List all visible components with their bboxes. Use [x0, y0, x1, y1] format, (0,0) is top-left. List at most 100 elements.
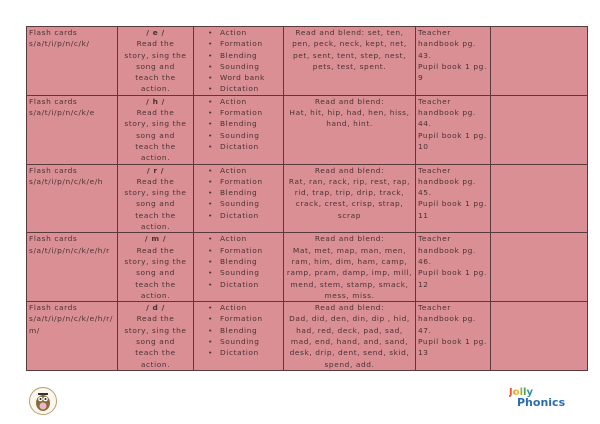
blend-title: Read and blend: [314, 165, 385, 175]
resources-cell: Teacher handbook pg. 46. Pupil book 1 pg.… [415, 232, 491, 303]
blend-words: Hat, hit, hip, had, hen, hiss, hand, hin… [289, 108, 410, 129]
lesson-row: Flash cards s/a/t/i/p/n/c/k/e/h/r / m / Re… [26, 232, 588, 303]
activities-list: ActionFormationBlendingSoundingDictation [196, 303, 281, 359]
jolly-phonics-logo: Jolly Phonics [506, 385, 566, 409]
sound-label: / d / [146, 303, 165, 313]
sound-cell: / h / Read the story, sing the song and t… [117, 94, 194, 165]
sound-cell: / r / Read the story, sing the song and t… [117, 163, 194, 234]
flash-cards-cell: Flash cards s/a/t/i/p/n/c/k/ [26, 26, 118, 96]
activity-item: Dictation [208, 347, 281, 359]
pupil-book-ref: Pupil book 1 pg. 12 [418, 268, 487, 289]
blend-cell: Read and blend: Mat, met, map, man, men, … [283, 232, 416, 303]
lesson-row: Flash cards s/a/t/i/p/n/c/k/e / h / Read t… [26, 94, 588, 165]
blend-title: Read and blend: [314, 234, 385, 244]
letters-list: s/a/t/i/p/n/c/k/ [29, 39, 90, 49]
activity-item: Formation [208, 313, 281, 325]
resources-cell: Teacher handbook pg. 47. Pupil book 1 pg.… [415, 301, 491, 371]
blend-cell: Read and blend: Dad, did, den, din, dip ,… [283, 301, 416, 371]
sound-cell: / d / Read the story, sing the song and t… [117, 301, 194, 371]
logo-jolly: Jolly [509, 387, 533, 398]
sound-cell: / e / Read the story, sing the song and t… [117, 26, 194, 96]
activity-item: Sounding [208, 267, 281, 279]
blend-cell: Read and blend: Rat, ran, rack, rip, rest… [283, 163, 416, 234]
pupil-book-ref: Pupil book 1 pg. 11 [418, 199, 487, 220]
activity-item: Formation [208, 107, 281, 119]
resources-cell: Teacher handbook pg. 44. Pupil book 1 pg.… [415, 94, 491, 165]
activity-item: Blending [208, 50, 281, 62]
sound-label: / e / [146, 28, 165, 37]
activity-item: Sounding [208, 198, 281, 210]
activity-item: Action [208, 96, 281, 107]
activity-item: Formation [208, 245, 281, 257]
activities-list: ActionFormationBlendingSoundingDictation [196, 234, 281, 291]
activities-cell: ActionFormationBlendingSoundingDictation [193, 301, 284, 371]
blend-words: Mat, met, map, man, men, ram, him, dim, … [286, 245, 413, 300]
flash-cards-cell: Flash cards s/a/t/i/p/n/c/k/e/h [26, 163, 118, 234]
instruction-text: Read the story, sing the song and teach … [124, 176, 187, 232]
empty-cell [490, 94, 588, 165]
instruction-text: Read the story, sing the song and teach … [124, 314, 187, 369]
activity-item: Blending [208, 187, 281, 199]
sound-label: / r / [146, 165, 165, 175]
teacher-handbook-ref: Teacher handbook pg. 47. [418, 303, 476, 335]
activity-item: Dictation [208, 210, 281, 222]
empty-cell [490, 163, 588, 234]
activity-item: Action [208, 165, 281, 176]
blend-title: Read and blend: [314, 96, 385, 106]
blend-title: Read and blend: [314, 303, 385, 313]
flash-cards-label: Flash cards [29, 234, 78, 244]
activities-list: ActionFormationBlendingSoundingWord bank… [196, 27, 281, 94]
flash-cards-label: Flash cards [29, 28, 78, 37]
activities-cell: ActionFormationBlendingSoundingDictation [193, 94, 284, 165]
activity-item: Formation [208, 176, 281, 188]
activities-cell: ActionFormationBlendingSoundingDictation [193, 163, 284, 234]
blend-words: Read and blend: set, ten, pen, peck, nec… [292, 28, 407, 71]
activity-item: Action [208, 27, 281, 38]
sound-cell: / m / Read the story, sing the song and t… [117, 232, 194, 303]
activity-item: Sounding [208, 130, 281, 142]
blend-words: Dad, did, den, din, dip , hid, had, red,… [289, 314, 410, 369]
activity-item: Action [208, 234, 281, 245]
activities-cell: ActionFormationBlendingSoundingWord bank… [193, 26, 284, 96]
activities-cell: ActionFormationBlendingSoundingDictation [193, 232, 284, 303]
activity-item: Action [208, 303, 281, 314]
activity-item: Blending [208, 256, 281, 268]
sound-label: / h / [146, 96, 165, 106]
activity-item: Dictation [208, 279, 281, 291]
blend-cell: Read and blend: Hat, hit, hip, had, hen, … [283, 94, 416, 165]
blend-words: Rat, ran, rack, rip, rest, rap, rid, tra… [288, 176, 411, 220]
lesson-plan-table: Flash cards s/a/t/i/p/n/c/k/ / e / Read th… [26, 26, 588, 371]
activity-item: Blending [208, 325, 281, 337]
teacher-handbook-ref: Teacher handbook pg. 44. [418, 96, 476, 129]
activity-item: Sounding [208, 61, 281, 73]
letters-list: s/a/t/i/p/n/c/k/e/h/r/m/ [29, 314, 113, 335]
pupil-book-ref: Pupil book 1 pg. 10 [418, 130, 487, 151]
flash-cards-cell: Flash cards s/a/t/i/p/n/c/k/e [26, 94, 118, 165]
logo-phonics: Phonics [517, 396, 566, 409]
instruction-text: Read the story, sing the song and teach … [124, 245, 187, 300]
activities-list: ActionFormationBlendingSoundingDictation [196, 165, 281, 221]
flash-cards-label: Flash cards [29, 165, 78, 175]
flash-cards-cell: Flash cards s/a/t/i/p/n/c/k/e/h/r [26, 232, 118, 303]
letters-list: s/a/t/i/p/n/c/k/e/h [29, 176, 104, 186]
flash-cards-cell: Flash cards s/a/t/i/p/n/c/k/e/h/r/m/ [26, 301, 118, 371]
owl-logo [29, 387, 57, 415]
sound-label: / m / [144, 234, 167, 244]
flash-cards-label: Flash cards [29, 303, 78, 313]
activity-item: Dictation [208, 141, 281, 153]
activity-item: Formation [208, 38, 281, 50]
teacher-handbook-ref: Teacher handbook pg. 45. [418, 165, 476, 198]
empty-cell [490, 232, 588, 303]
lesson-row: Flash cards s/a/t/i/p/n/c/k/e/h / r / Read… [26, 163, 588, 234]
empty-cell [490, 26, 588, 96]
activity-item: Word bank [208, 72, 281, 84]
activity-item: Blending [208, 118, 281, 130]
letters-list: s/a/t/i/p/n/c/k/e/h/r [29, 245, 110, 255]
teacher-handbook-ref: Teacher handbook pg. 43. [418, 28, 476, 60]
pupil-book-ref: Pupil book 1 pg. 13 [418, 337, 487, 358]
owl-icon [36, 393, 50, 411]
resources-cell: Teacher handbook pg. 45. Pupil book 1 pg.… [415, 163, 491, 234]
instruction-text: Read the story, sing the song and teach … [124, 39, 187, 94]
letters-list: s/a/t/i/p/n/c/k/e [29, 108, 95, 118]
activity-item: Dictation [208, 83, 281, 94]
